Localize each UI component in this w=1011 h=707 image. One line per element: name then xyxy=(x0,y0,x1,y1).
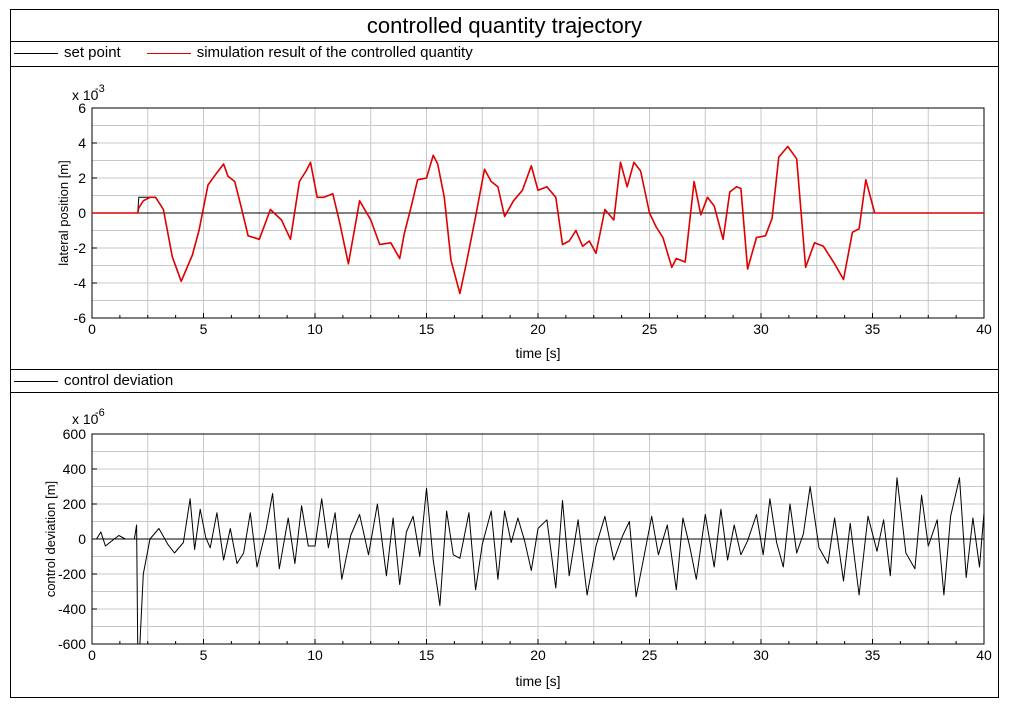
y-tick-label: -2 xyxy=(74,240,87,256)
y-tick-label: 6 xyxy=(78,100,86,116)
y-tick-label: -6 xyxy=(74,310,87,326)
y-tick-label: 0 xyxy=(78,205,86,221)
legend-item-set-point: set point xyxy=(14,42,121,64)
x-tick-label: 10 xyxy=(307,321,323,337)
x-tick-label: 25 xyxy=(642,647,658,663)
y-tick-label: 0 xyxy=(78,531,86,547)
y-tick-label: -400 xyxy=(58,601,86,617)
y-tick-label: -200 xyxy=(58,566,86,582)
y-multiplier-exponent: -3 xyxy=(95,83,105,95)
legend-item-control-deviation: control deviation xyxy=(14,370,173,392)
y-multiplier: x 10 xyxy=(72,87,99,103)
x-tick-label: 15 xyxy=(419,647,435,663)
y-tick-label: 600 xyxy=(63,426,87,442)
x-tick-label: 0 xyxy=(88,647,96,663)
x-tick-label: 30 xyxy=(753,321,769,337)
legend-swatch-set-point xyxy=(14,53,58,54)
y-axis-label: lateral position [m] xyxy=(56,160,71,266)
legend-swatch-control-deviation xyxy=(14,381,58,382)
x-tick-label: 0 xyxy=(88,321,96,337)
title-divider xyxy=(10,41,999,42)
x-axis-label: time [s] xyxy=(515,673,560,689)
x-tick-label: 20 xyxy=(530,321,546,337)
y-multiplier: x 10 xyxy=(72,411,99,427)
series-line-simulation xyxy=(92,145,984,295)
x-tick-label: 40 xyxy=(976,647,992,663)
x-axis-label: time [s] xyxy=(515,345,560,361)
legend-bottom: control deviation xyxy=(14,370,199,392)
x-tick-label: 15 xyxy=(419,321,435,337)
y-tick-label: 4 xyxy=(78,135,86,151)
x-tick-label: 35 xyxy=(865,321,881,337)
figure-title: controlled quantity trajectory xyxy=(366,13,643,38)
legend-label-control-deviation: control deviation xyxy=(64,372,174,389)
figure-frame xyxy=(10,9,999,698)
y-tick-label: 2 xyxy=(78,170,86,186)
legend-label-simulation: simulation result of the controlled quan… xyxy=(196,44,473,61)
y-multiplier-exponent: -6 xyxy=(95,407,105,419)
x-tick-label: 5 xyxy=(200,321,208,337)
y-tick-label: -4 xyxy=(74,275,87,291)
panel-divider xyxy=(10,369,999,370)
x-tick-label: 5 xyxy=(200,647,208,663)
y-axis-label: control deviation [m] xyxy=(43,481,58,597)
legend-top-divider xyxy=(10,66,999,67)
legend-label-set-point: set point xyxy=(64,44,121,61)
x-tick-label: 30 xyxy=(753,647,769,663)
legend-top: set point simulation result of the contr… xyxy=(14,42,499,64)
x-tick-label: 35 xyxy=(865,647,881,663)
legend-item-simulation: simulation result of the controlled quan… xyxy=(146,42,473,64)
x-tick-label: 10 xyxy=(307,647,323,663)
legend-swatch-simulation xyxy=(146,53,191,54)
series-line-control-deviation xyxy=(92,477,984,644)
x-tick-label: 20 xyxy=(530,647,546,663)
y-tick-label: -600 xyxy=(58,636,86,652)
y-tick-label: 400 xyxy=(63,461,87,477)
x-tick-label: 40 xyxy=(976,321,992,337)
legend-bottom-divider xyxy=(10,392,999,393)
x-tick-label: 25 xyxy=(642,321,658,337)
y-tick-label: 200 xyxy=(63,496,87,512)
